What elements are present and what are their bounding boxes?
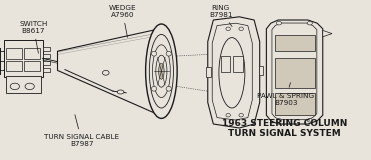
Polygon shape [259, 66, 263, 75]
Polygon shape [206, 67, 211, 77]
Text: 1963 STEERING COLUMN
TURN SIGNAL SYSTEM: 1963 STEERING COLUMN TURN SIGNAL SYSTEM [221, 119, 347, 139]
Ellipse shape [25, 83, 35, 90]
Polygon shape [43, 47, 50, 51]
Ellipse shape [276, 119, 282, 122]
Ellipse shape [102, 70, 109, 75]
Ellipse shape [151, 86, 157, 91]
Polygon shape [58, 29, 160, 115]
Ellipse shape [226, 113, 230, 117]
Ellipse shape [10, 83, 19, 90]
Polygon shape [43, 68, 50, 72]
Ellipse shape [219, 38, 245, 108]
Polygon shape [272, 23, 317, 120]
Ellipse shape [239, 113, 243, 117]
Polygon shape [275, 93, 315, 115]
Polygon shape [6, 48, 22, 59]
Polygon shape [212, 23, 252, 120]
Polygon shape [6, 61, 22, 71]
Polygon shape [233, 56, 243, 72]
Polygon shape [275, 58, 315, 88]
Text: SWITCH
B8617: SWITCH B8617 [19, 21, 47, 53]
Text: WEDGE
A7960: WEDGE A7960 [109, 5, 136, 37]
Ellipse shape [307, 119, 312, 122]
Ellipse shape [166, 51, 171, 56]
Text: PAWL & SPRING
B7903: PAWL & SPRING B7903 [257, 83, 314, 106]
Polygon shape [208, 17, 260, 128]
Polygon shape [6, 76, 41, 93]
Ellipse shape [307, 21, 312, 25]
Ellipse shape [226, 27, 230, 31]
Ellipse shape [276, 21, 282, 25]
Ellipse shape [156, 55, 167, 87]
Text: RING
B7981: RING B7981 [209, 5, 233, 27]
Ellipse shape [151, 51, 157, 56]
Ellipse shape [145, 24, 177, 118]
Ellipse shape [239, 27, 243, 31]
Text: TURN SIGNAL CABLE
B7987: TURN SIGNAL CABLE B7987 [44, 115, 119, 147]
Ellipse shape [152, 45, 170, 98]
Polygon shape [24, 48, 40, 59]
Polygon shape [43, 54, 50, 58]
Polygon shape [275, 35, 315, 51]
Ellipse shape [158, 63, 164, 79]
Ellipse shape [149, 34, 174, 108]
Polygon shape [24, 61, 40, 71]
Polygon shape [266, 20, 323, 124]
Ellipse shape [166, 86, 171, 91]
Polygon shape [323, 30, 332, 37]
Ellipse shape [117, 90, 124, 94]
Polygon shape [43, 61, 50, 65]
Polygon shape [221, 56, 230, 72]
Polygon shape [4, 40, 43, 77]
